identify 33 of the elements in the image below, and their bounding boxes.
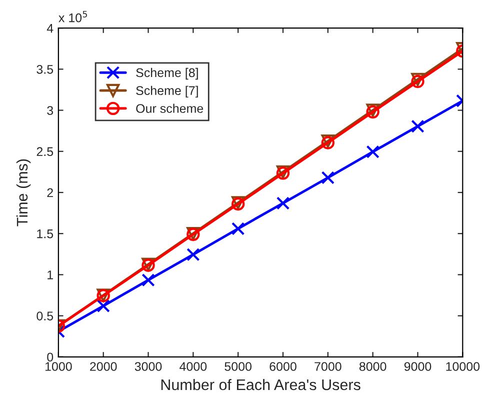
point — [142, 273, 155, 287]
y-tick-label: 2 — [47, 188, 53, 198]
x-axis-title: Number of Each Area's Users — [161, 378, 360, 390]
y-tick-label: 3 — [47, 106, 54, 115]
y-tick-label: 2.5 — [36, 147, 54, 156]
y-tick-label: 0 — [47, 352, 54, 362]
x-tick-label: 1000 — [45, 362, 72, 371]
point — [231, 222, 245, 236]
y-tick-label: 0.5 — [36, 312, 54, 320]
y-tick-label: 3.5 — [36, 64, 54, 74]
legend-label: Our scheme — [136, 104, 204, 113]
x-tick-label: 4000 — [180, 362, 207, 371]
x-tick-label: 2000 — [90, 362, 117, 371]
point — [366, 145, 380, 158]
point — [96, 299, 110, 313]
y-axis-title: Time (ms) — [16, 159, 31, 226]
x-tick-label: 9000 — [404, 362, 432, 371]
y-tick-label: 4 — [46, 24, 54, 33]
text: x 10$^{5}$ — [58, 10, 87, 22]
legend-label: Scheme [7] — [136, 86, 198, 98]
legend-label: Scheme [8] — [136, 68, 198, 80]
x-tick-label: 7000 — [314, 362, 342, 371]
point — [321, 171, 335, 184]
x-tick-label: 6000 — [270, 362, 296, 371]
point — [186, 248, 200, 262]
x-tick-label: 8000 — [359, 362, 386, 371]
point — [276, 196, 290, 210]
x-tick-label: 10000 — [446, 362, 480, 371]
y-tick-label: 1 — [48, 270, 53, 280]
x-tick-label: 3000 — [134, 362, 162, 371]
point — [411, 120, 424, 133]
x-tick-label: 5000 — [224, 362, 252, 371]
y-tick-label: 1.5 — [37, 230, 54, 238]
